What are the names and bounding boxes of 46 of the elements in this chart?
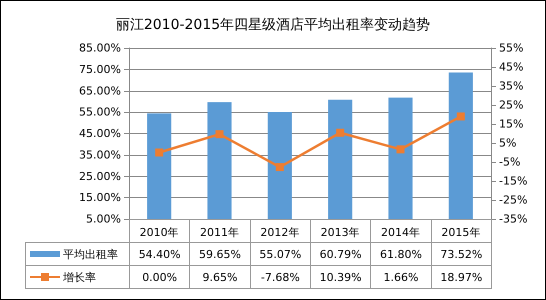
y-tick-label: 25.00% — [79, 170, 121, 183]
y-tick-label: 5.00% — [86, 212, 121, 226]
point — [155, 148, 164, 156]
y-tick-label: 65.00% — [79, 84, 121, 98]
y-tick-label: 55.00% — [79, 106, 121, 119]
y2-tick-label: 25% — [499, 98, 524, 112]
data-label: -7.68% — [250, 266, 310, 288]
x-tick-label: 2011年 — [200, 226, 239, 239]
data-label: 60.79% — [310, 242, 371, 266]
y-tick-label: 35.00% — [79, 148, 121, 162]
x-tick-label: 2014年 — [381, 226, 420, 239]
data-label: 0.00% — [130, 266, 190, 288]
y-tick-label: 85.00% — [79, 42, 121, 54]
y-tick-label: 15.00% — [79, 191, 121, 204]
y2-tick-label: -15% — [499, 174, 528, 188]
y2-tick-label: 45% — [499, 60, 524, 74]
data-label: 61.80% — [370, 242, 432, 266]
data-label: 59.65% — [190, 242, 250, 266]
point — [396, 145, 404, 154]
x-tick-label: 2013年 — [320, 226, 360, 239]
data-label: 18.97% — [431, 266, 492, 288]
data-label: 1.66% — [370, 266, 432, 288]
data-label: 55.07% — [250, 242, 310, 266]
point — [276, 163, 284, 172]
x-tick-label: 2015年 — [441, 226, 480, 239]
x-tick-label: 2012年 — [260, 226, 300, 239]
legend-label: 平均出租率 — [26, 242, 130, 266]
x-tick-label: 2010年 — [140, 226, 179, 239]
y-tick-label: 45.00% — [79, 127, 121, 140]
y2-tick-label: 15% — [499, 118, 524, 130]
y2-tick-label: -35% — [499, 212, 528, 226]
data-label: 54.40% — [130, 242, 190, 266]
data-label: 9.65% — [190, 266, 250, 288]
legend-label: 增长率 — [26, 266, 130, 288]
y2-tick-label: 5% — [499, 136, 516, 150]
y-tick-label: 75.00% — [79, 62, 121, 76]
data-label: 10.39% — [310, 266, 371, 288]
point — [456, 112, 465, 120]
chart-title: 丽江2010-2015年四星级酒店平均出租率变动趋势 — [116, 17, 430, 33]
point — [336, 128, 344, 137]
y2-tick-label: -25% — [499, 194, 528, 206]
point — [216, 130, 224, 138]
data-label: 73.52% — [431, 242, 492, 266]
y2-tick-label: 55% — [499, 42, 524, 54]
y2-tick-label: -5% — [499, 156, 520, 168]
y2-tick-label: 35% — [499, 80, 524, 92]
